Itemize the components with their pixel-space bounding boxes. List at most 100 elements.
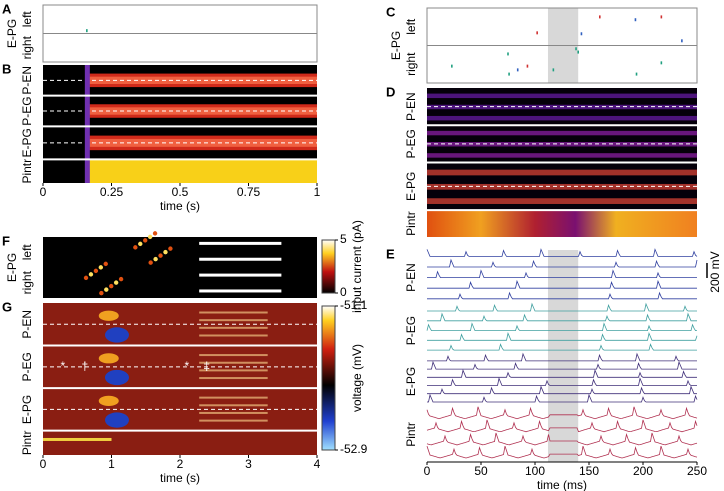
annotation: *: [185, 359, 190, 373]
heat-stripe: [427, 115, 697, 121]
spike: [660, 15, 663, 19]
x-tick-label: 0: [424, 464, 431, 478]
voltage-trace: [427, 302, 697, 312]
x-tick-label: 0.5: [172, 185, 189, 199]
x-tick-label: 3: [245, 457, 252, 471]
input-dot: [118, 276, 124, 282]
row-label: E-PG: [404, 172, 418, 201]
stripe: [199, 311, 268, 314]
panel-label: B: [2, 61, 11, 76]
heat-band: [86, 138, 317, 147]
voltage-trace: [427, 352, 697, 362]
row-label: right: [20, 270, 34, 294]
voltage-trace: [427, 258, 698, 268]
spike: [577, 50, 579, 54]
hyperpol: [104, 327, 129, 343]
heat-band: [86, 159, 317, 183]
voltage-trace: [426, 406, 698, 420]
x-tick-label: 2: [177, 457, 184, 471]
input-bar: [199, 257, 282, 261]
annotation: †: [81, 359, 88, 373]
row-label: P-EN: [404, 263, 418, 292]
annotation: *: [61, 359, 66, 373]
row-label: Pintr: [20, 159, 34, 184]
spike: [575, 47, 577, 51]
heat-stripe: [427, 130, 697, 136]
row-label: right: [20, 35, 34, 59]
stripe: [199, 354, 268, 357]
spike: [516, 68, 519, 72]
heat-stripe: [427, 169, 697, 176]
stripe: [199, 319, 268, 322]
hyperpol: [104, 369, 129, 386]
colorbar-tick-label: -51.1: [340, 298, 368, 312]
input-dot: [93, 268, 99, 274]
row-label: P-EG: [404, 129, 418, 158]
stripe: [199, 411, 268, 414]
voltage-trace: [427, 377, 697, 386]
spike: [507, 52, 509, 56]
voltage-trace: [426, 445, 698, 459]
voltage-trace: [427, 385, 697, 395]
panel-label: E: [386, 246, 395, 261]
stripe: [199, 326, 268, 329]
depol: [98, 310, 119, 321]
colorbar: [321, 305, 336, 451]
x-tick-label: 250: [687, 464, 707, 478]
input-dot: [152, 231, 158, 236]
stripe: [199, 369, 268, 372]
x-tick-label: 50: [474, 464, 488, 478]
x-tick-label: 200: [633, 464, 653, 478]
heat-band: [86, 76, 317, 85]
input-dot: [98, 265, 104, 270]
heat-stripe: [427, 93, 697, 99]
row-label: P-EN: [20, 66, 34, 95]
onset: [84, 95, 90, 127]
stripe: [199, 419, 268, 422]
spike: [536, 31, 538, 35]
row-label: left: [20, 11, 34, 28]
panel-label: C: [386, 4, 396, 19]
x-axis-label: time (s): [160, 199, 200, 213]
depol: [98, 395, 119, 406]
heatmap: [427, 88, 697, 237]
heatmap: [43, 65, 317, 183]
input-bar: [199, 273, 282, 277]
onset: [84, 159, 90, 183]
x-tick-label: 1: [314, 185, 321, 199]
input-dot: [168, 246, 173, 251]
onset: [84, 65, 90, 96]
voltage-trace: [426, 248, 698, 257]
annotation: ‡: [203, 359, 210, 373]
heat-bg: [43, 237, 317, 298]
heat-band: [86, 107, 317, 115]
voltage-trace: [427, 269, 697, 278]
stripe: [199, 361, 268, 364]
x-axis-label: time (ms): [537, 478, 587, 491]
row-label: P-EG: [404, 316, 418, 345]
highlight-band: [547, 250, 579, 462]
row-label: E-PG: [20, 128, 34, 157]
depol: [98, 353, 119, 364]
x-tick-label: 0.75: [237, 185, 261, 199]
panel-label: G: [2, 299, 12, 314]
input-dot: [133, 245, 138, 250]
voltage-trace: [427, 393, 698, 403]
x-tick-label: 0: [40, 185, 47, 199]
spike: [552, 68, 555, 72]
input-bar: [199, 289, 282, 293]
x-tick-label: 0.25: [100, 185, 124, 199]
hyperpol: [104, 412, 129, 428]
spike: [599, 15, 601, 19]
input-dot: [163, 249, 168, 255]
voltage-trace: [426, 322, 697, 331]
x-tick-label: 150: [579, 464, 599, 478]
row-label: P-EN: [20, 310, 34, 339]
spike: [508, 72, 510, 76]
spike: [660, 61, 663, 65]
colorbar-tick-label: 0: [340, 285, 347, 299]
voltage-trace: [427, 331, 698, 341]
input-dot: [158, 253, 163, 258]
voltage-trace: [427, 312, 697, 322]
